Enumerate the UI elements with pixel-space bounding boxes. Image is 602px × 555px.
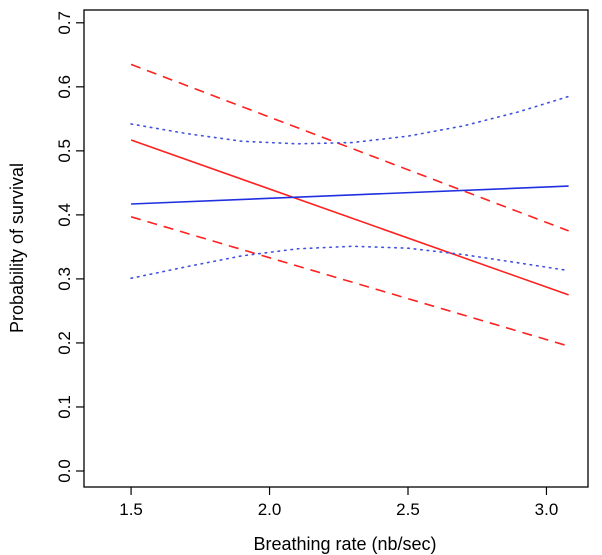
blue-solid-line [131,185,569,205]
y-tick-label: 0.1 [55,395,74,419]
y-axis-label: Probability of survival [7,163,27,333]
x-axis-label: Breathing rate (nb/sec) [253,534,436,554]
series-layer [130,63,570,347]
red-solid-line [130,139,569,296]
blue-dotted-line [130,245,570,280]
x-tick-label: 2.5 [396,500,420,519]
x-axis-ticks: 1.5 2.0 2.5 3.0 [119,487,558,519]
x-tick-label: 3.0 [535,500,559,519]
red-dashed-line [130,216,569,347]
y-tick-label: 0.3 [55,267,74,291]
y-axis-ticks: 0.0 0.1 0.2 0.3 0.4 0.5 0.6 0.7 [55,11,84,483]
blue-dotted-line [130,95,570,145]
x-tick-label: 1.5 [119,500,143,519]
x-tick-label: 2.0 [258,500,282,519]
y-tick-label: 0.2 [55,331,74,355]
plot-frame [83,9,589,488]
y-tick-label: 0.4 [55,203,74,227]
y-tick-label: 0.5 [55,139,74,163]
y-tick-label: 0.0 [55,459,74,483]
red-dashed-line [130,63,569,232]
y-tick-label: 0.7 [55,11,74,35]
y-tick-label: 0.6 [55,75,74,99]
